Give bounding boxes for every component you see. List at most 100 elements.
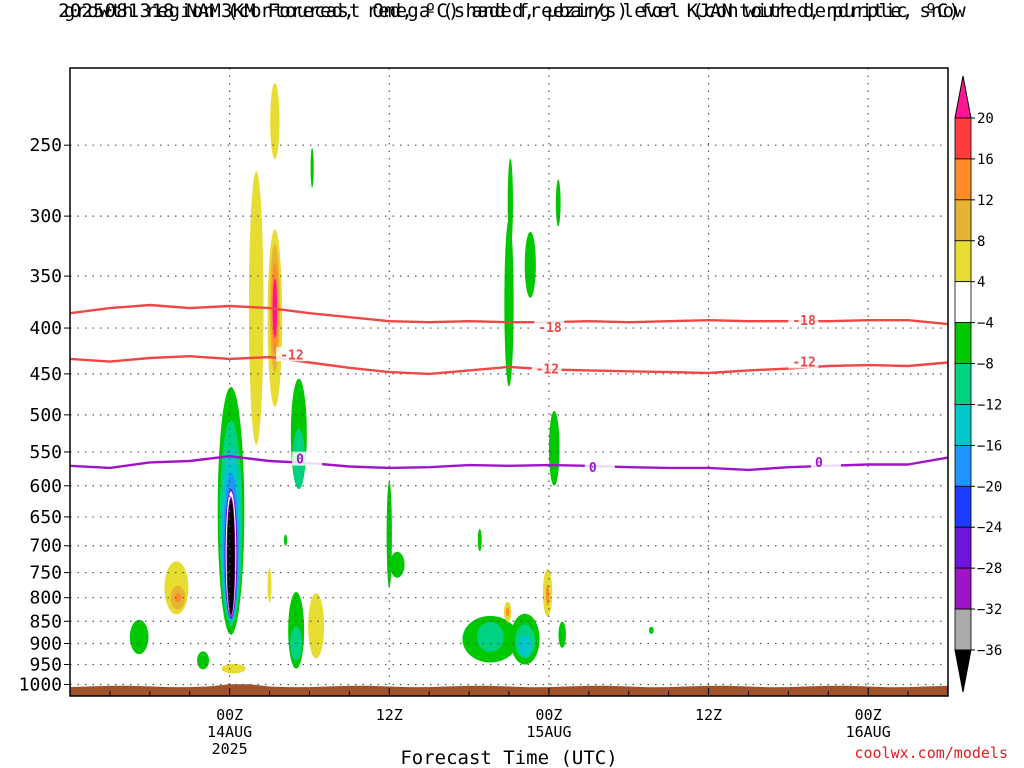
y-tick-label-800: 800 — [29, 588, 62, 609]
colorbar-segment-10 — [954, 526, 972, 569]
omega-cell-20 — [267, 568, 272, 603]
x-tick-label: 00Z — [855, 706, 882, 724]
omega-cell-34 — [505, 607, 510, 617]
colorbar: 20 16 12 8 4 −4 −8 −12 −16 −20 −24 −28 −32 −36 — [954, 75, 1002, 693]
omega-cell-15 — [270, 83, 280, 159]
colorbar-segment-9 — [954, 485, 972, 528]
x-tick-label: 16AUG — [846, 723, 891, 741]
omega-cell-2 — [174, 592, 182, 603]
omega-cell-40 — [524, 231, 536, 298]
contour-label-0: 0 — [589, 461, 597, 476]
x-tick-label: 00Z — [535, 706, 562, 724]
y-axis: 2503003504004505005506006507007508008509… — [19, 135, 70, 696]
contour-label-bg — [534, 320, 565, 335]
colorbar-label: 4 — [977, 275, 985, 291]
y-tick-label-650: 650 — [29, 507, 62, 528]
y-tick-label-350: 350 — [29, 266, 62, 287]
omega-cell-38 — [504, 219, 514, 387]
colorbar-label: −16 — [977, 438, 1002, 454]
omega-cell-5 — [221, 663, 246, 674]
omega-cell-39 — [507, 158, 513, 248]
chart-title-line1: 2025081318 NAM3KM Forecast Omega (shaded… — [58, 0, 966, 22]
y-tick-label-550: 550 — [29, 442, 62, 463]
colorbar-label: −12 — [977, 397, 1002, 413]
contour-label-bg — [584, 459, 615, 474]
omega-cell-43 — [548, 410, 560, 486]
colorbar-segment-8 — [954, 444, 972, 487]
omega-cell-46 — [648, 626, 654, 634]
y-tick-label-1000: 1000 — [19, 675, 62, 696]
omega-cell-45 — [558, 621, 566, 648]
contour-label--18: -18 — [538, 321, 562, 336]
contour-label-bg — [292, 451, 323, 466]
colorbar-label: 16 — [977, 152, 994, 168]
colorbar-segment-6 — [954, 363, 972, 405]
colorbar-label: −36 — [977, 643, 1002, 659]
contour-label-bg — [788, 313, 819, 328]
contour-label--18: -18 — [792, 314, 816, 329]
colorbar-label: 20 — [977, 111, 994, 127]
omega-cell-3 — [129, 619, 149, 655]
contour-label-bg — [276, 347, 307, 362]
colorbar-segment-12 — [954, 608, 972, 651]
colorbar-extend-top — [954, 75, 972, 119]
x-tick-label: 2025 — [212, 740, 248, 758]
contour-label-bg — [531, 361, 562, 376]
colorbar-segment-2 — [954, 199, 972, 242]
omega-cell-32 — [477, 621, 504, 653]
omega-cell-30 — [477, 529, 482, 552]
omega-cell-26 — [308, 593, 325, 659]
contour-line-0 — [70, 455, 948, 472]
y-tick-label-850: 850 — [29, 611, 62, 632]
colorbar-label: −24 — [977, 520, 1002, 536]
contour-label-0: 0 — [815, 456, 823, 471]
colorbar-segment-4 — [954, 281, 972, 324]
colorbar-segment-3 — [954, 240, 972, 283]
contour-label--12: -12 — [280, 348, 303, 363]
colorbar-segment-0 — [954, 117, 972, 160]
omega-cell-29 — [389, 551, 405, 578]
y-tick-label-900: 900 — [29, 634, 62, 655]
y-tick-label-950: 950 — [29, 655, 62, 676]
y-tick-label-750: 750 — [29, 563, 62, 584]
chart-title-line2: growth region (contoured, red, ºC) and f… — [63, 0, 961, 22]
y-tick-label-600: 600 — [29, 476, 62, 497]
colorbar-label: 12 — [977, 193, 994, 209]
contour-label-bg — [788, 354, 819, 369]
omega-cell-37 — [518, 635, 532, 657]
omega-cell-4 — [197, 651, 210, 670]
colorbar-label: −4 — [977, 316, 994, 332]
x-tick-label: 15AUG — [526, 723, 571, 741]
colorbar-label: −32 — [977, 602, 1002, 618]
x-tick-label: 12Z — [695, 706, 722, 724]
contour-label--12: -12 — [792, 355, 815, 370]
omega-shading-layer — [129, 83, 654, 674]
colorbar-extend-bottom — [954, 649, 972, 693]
omega-cell-27 — [310, 147, 314, 188]
colorbar-label: −20 — [977, 479, 1002, 495]
colorbar-label: −28 — [977, 561, 1002, 577]
y-tick-label-250: 250 — [29, 135, 62, 156]
y-tick-label-700: 700 — [29, 536, 62, 557]
x-axis-label: Forecast Time (UTC) — [400, 747, 617, 768]
omega-cell-42 — [545, 584, 550, 606]
colorbar-segment-1 — [954, 158, 972, 201]
ground-fill — [70, 684, 948, 696]
y-tick-label-450: 450 — [29, 364, 62, 385]
colorbar-label: 8 — [977, 234, 985, 250]
contour-label-0: 0 — [296, 453, 304, 468]
x-tick-label: 12Z — [376, 706, 403, 724]
colorbar-segment-7 — [954, 404, 972, 446]
y-tick-label-500: 500 — [29, 405, 62, 426]
colorbar-label: −8 — [977, 357, 994, 373]
contour-label--12: -12 — [536, 363, 559, 378]
ground-layer — [70, 684, 948, 696]
contour-layer: -18 -18 -12 -12 -12 0 0 0 — [70, 303, 948, 476]
omega-cell-21 — [283, 534, 288, 546]
omega-cell-44 — [555, 179, 561, 227]
credit-text: coolwx.com/models — [854, 744, 1008, 762]
x-tick-label: 14AUG — [207, 723, 252, 741]
y-tick-label-400: 400 — [29, 318, 62, 339]
